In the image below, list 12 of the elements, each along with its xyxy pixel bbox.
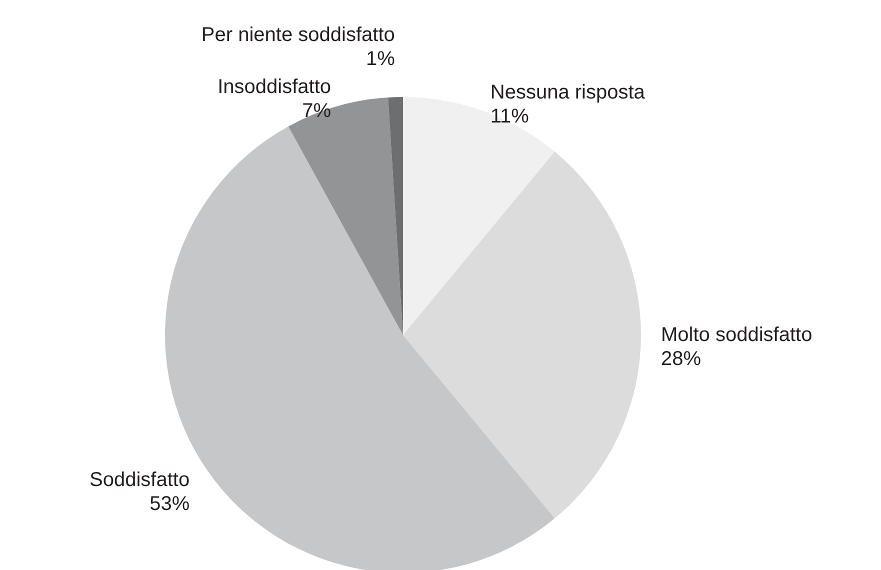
slice-label: Insoddisfatto bbox=[218, 76, 332, 98]
slice-label: Nessuna risposta bbox=[490, 81, 646, 104]
pie-slice bbox=[288, 97, 403, 335]
data-label: 7% bbox=[302, 100, 332, 122]
slice-label: Per niente soddisfatto bbox=[201, 24, 395, 46]
slice-label: Molto soddisfatto bbox=[661, 324, 812, 346]
slice-label: Soddisfatto bbox=[90, 469, 190, 492]
data-label: 1% bbox=[366, 48, 396, 70]
data-label: 28% bbox=[661, 348, 702, 370]
data-label: 11% bbox=[490, 105, 530, 128]
pie-slice bbox=[403, 97, 555, 335]
data-label: 53% bbox=[150, 493, 190, 516]
